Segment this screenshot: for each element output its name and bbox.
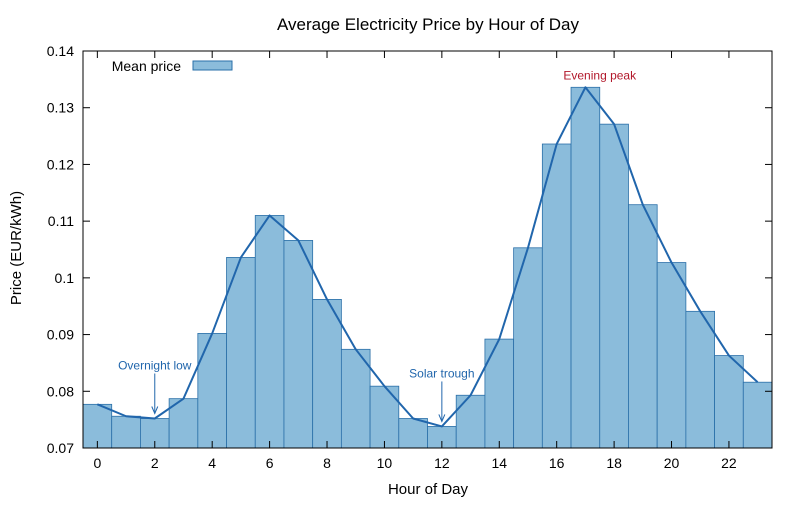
annotation-overnight-low: Overnight low — [118, 359, 192, 373]
annotation-solar-trough: Solar trough — [409, 366, 474, 380]
x-tick-label: 20 — [664, 455, 680, 471]
legend-label: Mean price — [112, 58, 181, 74]
x-tick-label: 8 — [323, 455, 331, 471]
line-layer — [96, 86, 759, 428]
x-tick-label: 4 — [208, 455, 216, 471]
bar-hour-6 — [254, 215, 285, 449]
bar-hour-23 — [742, 381, 773, 449]
y-tick-label: 0.07 — [47, 440, 74, 456]
y-axis-title: Price (EUR/kWh) — [8, 191, 25, 305]
bar-hour-18 — [599, 123, 629, 449]
x-tick-label: 2 — [151, 455, 159, 471]
annotations-layer: Overnight low Solar trough Evening peak — [118, 68, 637, 423]
bar-hour-10 — [369, 385, 400, 449]
x-tick-label: 18 — [606, 455, 622, 471]
annotation-evening-peak: Evening peak — [563, 68, 637, 82]
plot-frame — [82, 50, 773, 449]
annotation-arrowhead-overnight-low — [151, 406, 159, 415]
x-tick-label: 16 — [549, 455, 565, 471]
x-axis-title: Hour of Day — [388, 481, 469, 498]
y-tick-label: 0.14 — [47, 43, 74, 59]
bar-hour-5 — [226, 257, 256, 449]
x-tick-label: 10 — [377, 455, 393, 471]
x-tick-label: 22 — [721, 455, 737, 471]
bar-hour-11 — [398, 418, 428, 449]
bar-hour-21 — [685, 310, 715, 449]
y-tick-label: 0.09 — [47, 327, 74, 343]
bars-layer — [82, 86, 773, 449]
bar-hour-1 — [111, 415, 141, 449]
bar-hour-19 — [628, 204, 658, 449]
legend: Mean price — [112, 58, 233, 74]
bar-hour-0 — [82, 403, 113, 449]
x-tick-label: 12 — [434, 455, 450, 471]
bar-hour-14 — [484, 338, 515, 449]
x-tick-label: 6 — [266, 455, 274, 471]
axes-layer: 0.07 0.08 0.09 0.1 0.11 0.12 0.13 0.14 0 2 4 6 8 10 12… — [47, 43, 773, 471]
annotation-arrowhead-solar-trough — [438, 414, 446, 423]
y-tick-label: 0.12 — [47, 156, 74, 172]
y-tick-label: 0.11 — [48, 213, 74, 229]
bar-hour-20 — [656, 262, 687, 449]
bar-hour-8 — [312, 299, 342, 449]
y-tick-label: 0.08 — [47, 383, 74, 399]
legend-swatch — [192, 60, 233, 71]
bar-hour-7 — [283, 240, 314, 449]
x-tick-label: 14 — [491, 455, 507, 471]
mean-price-line — [96, 86, 759, 428]
bar-hour-16 — [541, 143, 572, 449]
bar-hour-9 — [340, 348, 371, 449]
bar-hour-13 — [455, 394, 486, 449]
y-tick-label: 0.13 — [47, 100, 74, 116]
x-tick-label: 0 — [93, 455, 101, 471]
bar-hour-4 — [197, 333, 227, 449]
bar-hour-17 — [570, 86, 601, 449]
bar-hour-22 — [714, 355, 744, 449]
chart-title: Average Electricity Price by Hour of Day — [277, 15, 580, 34]
y-tick-label: 0.1 — [55, 270, 75, 286]
